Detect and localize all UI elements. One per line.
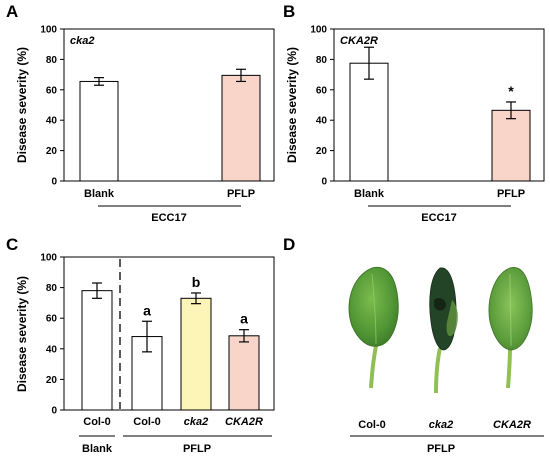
- panel-d-photo: Col-0 cka2 CKA2R PFLP: [348, 266, 544, 455]
- panel-b-categories: Blank PFLP: [354, 188, 525, 200]
- panel-a-group-label: ECC17: [151, 212, 186, 224]
- panel-a-y-ticks: 0 20 40 60 80 100: [40, 25, 64, 188]
- y-tick-label: 0: [51, 177, 57, 188]
- panel-b-y-label: Disease severity (%): [285, 47, 299, 163]
- bar: [180, 297, 212, 411]
- category-label: CKA2R: [225, 416, 263, 428]
- leaf-col-0-vein: [371, 273, 377, 345]
- panel-c-y-label: Disease severity (%): [15, 276, 29, 392]
- leaf-col-0-blade: [348, 266, 399, 347]
- y-tick-label: 0: [51, 406, 57, 417]
- y-tick-label: 80: [316, 55, 328, 66]
- category-label: PFLP: [497, 188, 525, 200]
- panel-d-group-label: PFLP: [427, 443, 455, 455]
- panel-letter-b: B: [283, 2, 295, 21]
- panel-letter-c: C: [6, 235, 18, 254]
- category-label: Blank: [84, 188, 115, 200]
- y-tick-label: 40: [316, 116, 328, 127]
- panel-letter-a: A: [6, 2, 18, 21]
- category-label: cka2: [184, 416, 208, 428]
- significance-label: a: [240, 311, 248, 327]
- leaf-cka2r-petiole: [506, 347, 512, 389]
- y-tick-label: 20: [316, 146, 328, 157]
- y-tick-label: 80: [46, 283, 58, 294]
- significance-label: b: [192, 274, 201, 290]
- category-label: Col-0: [133, 416, 161, 428]
- category-label: PFLP: [227, 188, 255, 200]
- y-tick-label: 60: [46, 314, 58, 325]
- leaf-cka2-lesion: [434, 298, 446, 311]
- leaf-cka2-green-patch: [446, 300, 458, 337]
- significance-label: a: [143, 302, 151, 318]
- panel-a-frame: [63, 28, 275, 182]
- leaf-cka2r-vein: [509, 273, 512, 347]
- bar: [221, 74, 261, 182]
- y-tick-label: 80: [46, 55, 58, 66]
- bar: [81, 290, 113, 411]
- panel-c-y-ticks: 0 20 40 60 80 100: [40, 253, 64, 417]
- bar: [228, 335, 260, 411]
- leaf-label-cka2: cka2: [429, 419, 453, 431]
- category-label: Blank: [354, 188, 385, 200]
- y-tick-label: 40: [46, 116, 58, 127]
- leaf-col-0-petiole: [369, 345, 378, 389]
- leaf-label-col-0: Col-0: [358, 419, 386, 431]
- panel-c-group-pflp: PFLP: [183, 443, 211, 455]
- panel-c-categories: Col-0 Col-0 cka2 CKA2R: [83, 416, 263, 428]
- panel-c-frame: [63, 256, 275, 411]
- panel-c-bars: a b a: [81, 274, 260, 411]
- bar: [79, 80, 119, 182]
- leaf-cka2: [429, 267, 458, 394]
- y-tick-label: 20: [46, 375, 58, 386]
- category-label: Col-0: [83, 416, 111, 428]
- y-tick-label: 60: [46, 85, 58, 96]
- panel-b-frame: [333, 28, 545, 182]
- leaf-cka2-petiole: [434, 347, 442, 394]
- bar: [491, 109, 531, 182]
- leaf-label-cka2r: CKA2R: [493, 419, 531, 431]
- panel-a-y-label: Disease severity (%): [15, 47, 29, 163]
- panel-b-genotype: CKA2R: [340, 35, 378, 47]
- y-tick-label: 60: [316, 85, 328, 96]
- panel-a-bars: [79, 68, 261, 182]
- panel-a-genotype: cka2: [70, 35, 94, 47]
- panel-letter-d: D: [283, 235, 295, 254]
- y-tick-label: 0: [321, 177, 327, 188]
- leaf-col-0: [348, 266, 399, 389]
- panel-b-y-ticks: 0 20 40 60 80 100: [310, 25, 334, 188]
- panel-b-group-label: ECC17: [421, 212, 456, 224]
- y-tick-label: 40: [46, 344, 58, 355]
- y-tick-label: 100: [40, 253, 57, 264]
- bar: [349, 62, 389, 182]
- panel-c-group-blank: Blank: [82, 443, 113, 455]
- y-tick-label: 100: [310, 25, 327, 36]
- y-tick-label: 20: [46, 146, 58, 157]
- significance-label: *: [508, 83, 514, 99]
- leaf-cka2r: [488, 267, 533, 389]
- panel-b-chart: CKA2R 0 20 40 60 80 100 * Blank PFLP ECC17 Dis…: [285, 25, 545, 224]
- panel-a-chart: cka2 0 20 40 60 80 100 Blank PFLP ECC17 Diseas…: [15, 25, 275, 224]
- panel-c-chart: 0 20 40 60 80 100 a b a Col-0 Col-0 cka2 CKA2R Bla…: [15, 253, 275, 455]
- y-tick-label: 100: [40, 25, 57, 36]
- panel-a-categories: Blank PFLP: [84, 188, 255, 200]
- panel-b-bars: *: [349, 46, 531, 182]
